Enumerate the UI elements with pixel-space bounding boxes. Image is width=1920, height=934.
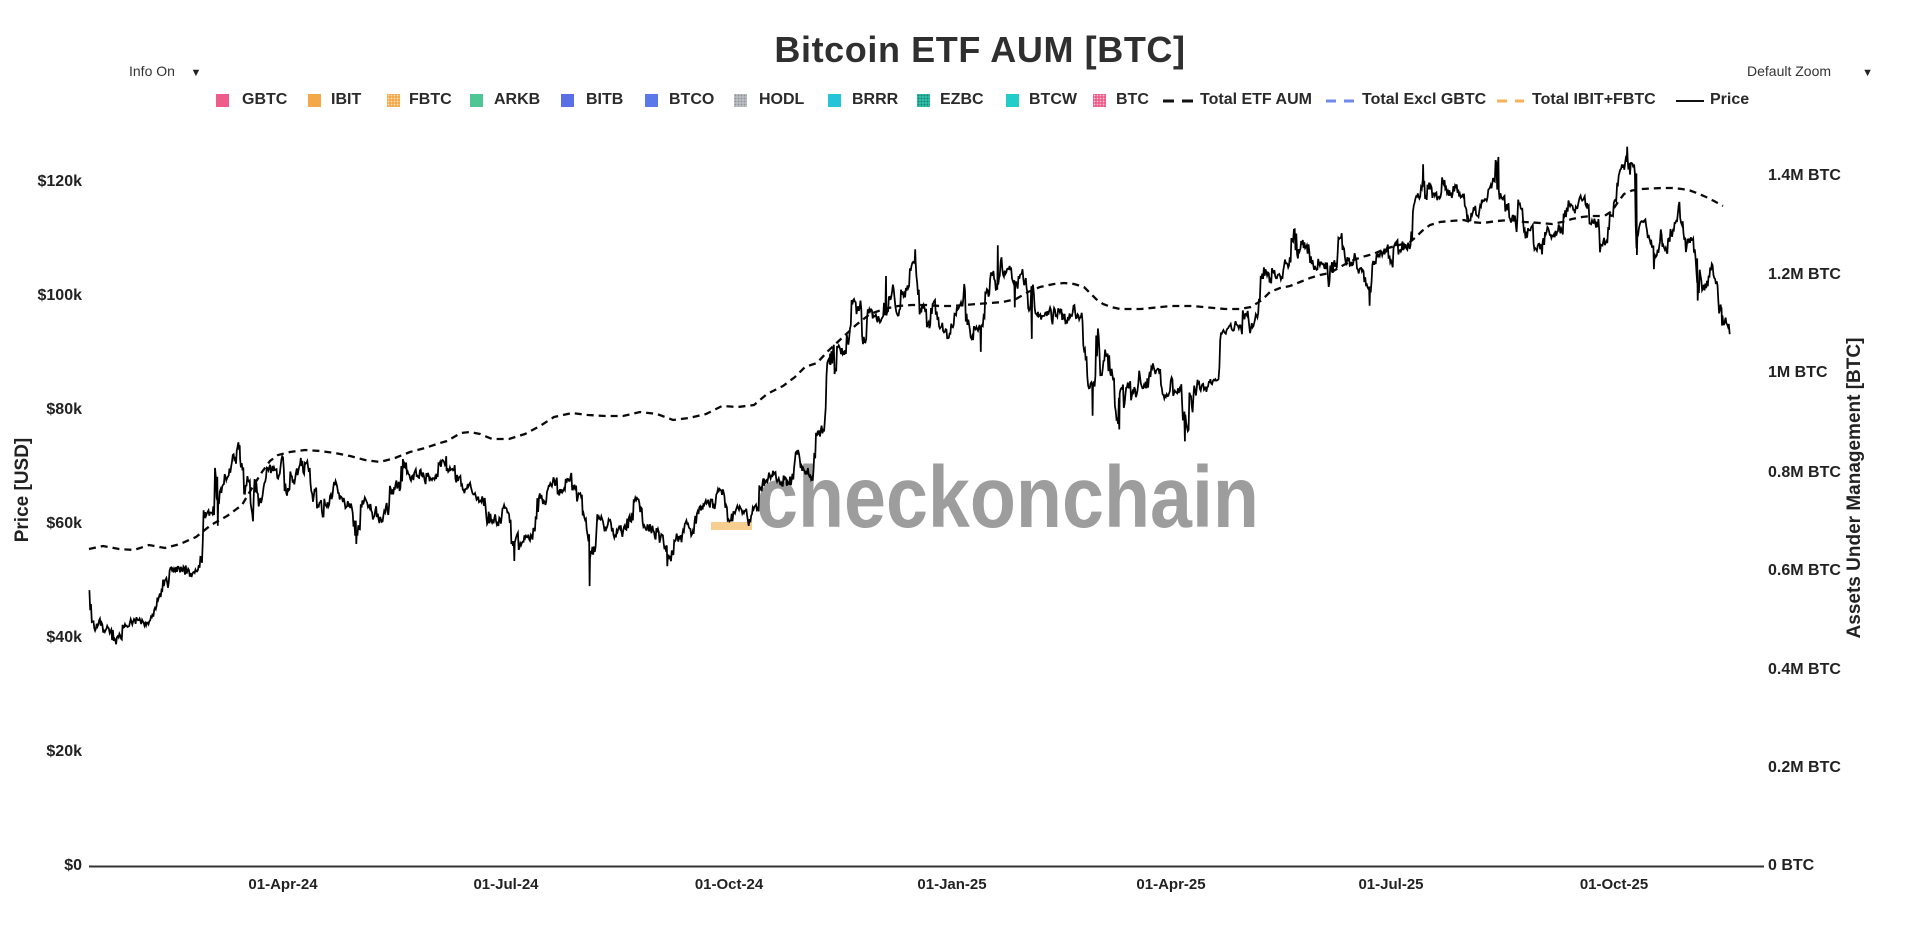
svg-text:checkonchain: checkonchain [756,449,1259,546]
